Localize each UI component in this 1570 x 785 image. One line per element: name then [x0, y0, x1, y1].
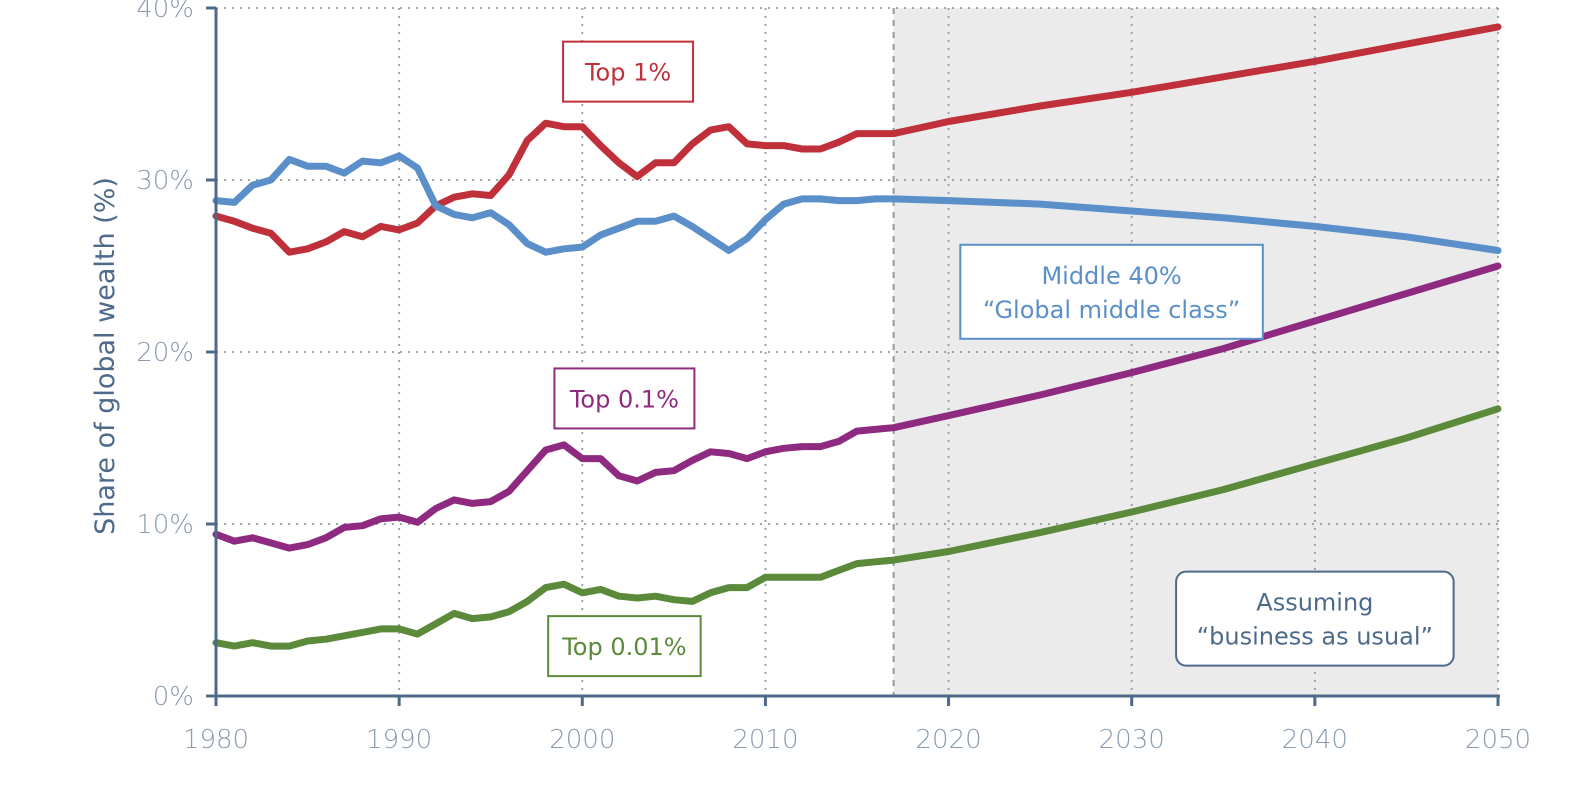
y-tick-label: 30% — [136, 166, 194, 196]
series-lines — [212, 23, 1502, 650]
annotation-top01: Top 0.1% — [553, 367, 696, 430]
annotation-label: “Global middle class” — [983, 296, 1240, 324]
y-tick-label: 40% — [136, 0, 194, 24]
x-tick-label: 2030 — [1099, 725, 1165, 755]
annotation-label: “business as usual” — [1197, 623, 1433, 651]
annotation-label: Middle 40% — [1041, 262, 1181, 290]
y-tick-label: 20% — [136, 338, 194, 368]
x-tick-label: 1980 — [183, 725, 249, 755]
annotation-box — [547, 615, 702, 678]
annotation-label: Top 1% — [584, 59, 671, 87]
x-tick-label: 2000 — [549, 725, 615, 755]
grid-lines — [216, 7, 1499, 696]
x-tick-label: 1990 — [366, 725, 432, 755]
y-tick-label: 10% — [136, 510, 194, 540]
series-line-0 — [212, 23, 1502, 256]
annotation-box — [959, 243, 1264, 340]
annotation-top001: Top 0.01% — [547, 615, 702, 678]
series-line-3 — [212, 405, 1502, 650]
series-line-1 — [212, 152, 1502, 256]
annotation-box — [562, 40, 695, 103]
x-tick-label: 2020 — [915, 725, 981, 755]
annotation-middle40: Middle 40% “Global middle class” — [959, 243, 1264, 340]
annotation-top1: Top 1% — [562, 40, 695, 103]
annotation-box — [1175, 570, 1455, 667]
annotation-label: Assuming — [1256, 589, 1373, 617]
x-tick-label: 2040 — [1282, 725, 1348, 755]
annotations: Top 1% Middle 40% “Global middle class” Top… — [547, 40, 1455, 678]
y-axis-title: Share of global wealth (%) — [90, 177, 121, 535]
annotation-label: Top 0.01% — [561, 633, 686, 661]
y-tick-label: 0% — [153, 682, 194, 712]
annotation-bau: Assuming “business as usual” — [1175, 570, 1455, 667]
annotation-box — [553, 367, 696, 430]
series-line-2 — [212, 262, 1502, 552]
annotation-label: Top 0.1% — [569, 385, 679, 413]
x-tick-label: 2010 — [732, 725, 798, 755]
axes: 0% 10% 20% 30% 40% 1980 1990 2000 2010 2020 2030 20… — [136, 0, 1531, 755]
x-tick-label: 2050 — [1465, 725, 1531, 755]
